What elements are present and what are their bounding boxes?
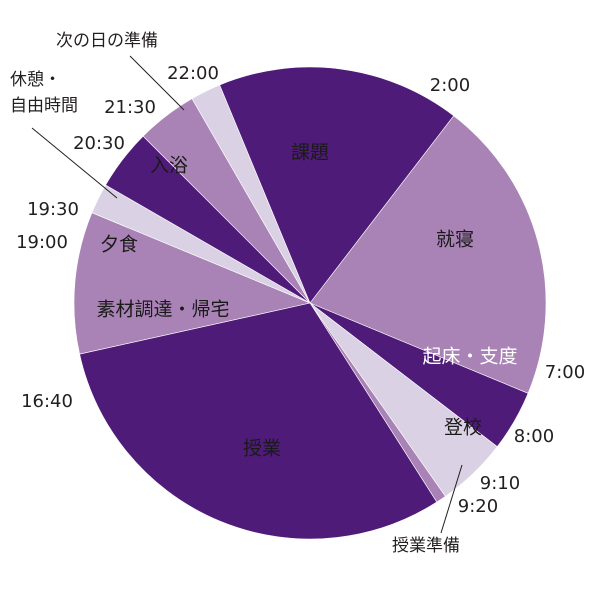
- slice-label: 登校: [444, 417, 482, 439]
- slice-label: 自由時間: [10, 96, 78, 116]
- time-label: 19:00: [16, 232, 68, 253]
- slice-label: 課題: [291, 142, 329, 164]
- time-label: 21:30: [104, 97, 156, 118]
- time-label: 2:00: [430, 75, 470, 96]
- slice-label: 夕食: [100, 234, 138, 256]
- time-label: 22:00: [167, 63, 219, 84]
- slice-label: 起床・支度: [422, 346, 517, 368]
- time-label: 19:30: [27, 199, 79, 220]
- slice-label: 素材調達・帰宅: [96, 299, 229, 321]
- pie-slice: [79, 302, 438, 540]
- slice-label: 休憩・: [10, 70, 61, 90]
- time-label: 9:10: [480, 473, 520, 494]
- time-label: 7:00: [545, 362, 585, 383]
- time-label: 9:20: [458, 496, 498, 517]
- slice-label: 入浴: [150, 155, 188, 177]
- slice-label: 授業: [243, 438, 281, 460]
- time-label: 16:40: [21, 391, 73, 412]
- callout-line: [129, 55, 185, 111]
- pie-slice: [219, 66, 455, 304]
- slice-label: 授業準備: [392, 536, 460, 556]
- time-label: 20:30: [73, 133, 125, 154]
- slice-label: 就寝: [436, 229, 474, 251]
- pie-slice: [73, 212, 311, 355]
- time-label: 8:00: [514, 426, 554, 447]
- slice-label: 次の日の準備: [56, 31, 158, 51]
- callout-line: [31, 127, 118, 199]
- callout-line: [440, 464, 463, 534]
- pie-slice: [309, 115, 547, 394]
